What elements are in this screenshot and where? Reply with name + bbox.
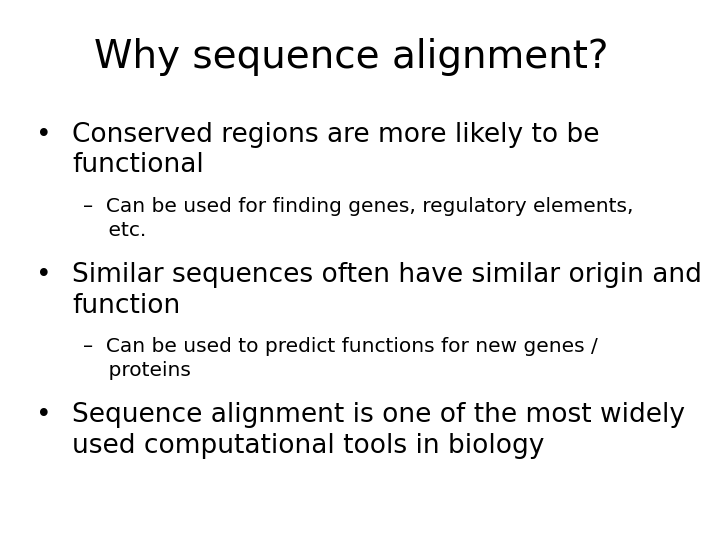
Text: Sequence alignment is one of the most widely
used computational tools in biology: Sequence alignment is one of the most wi… <box>72 402 685 460</box>
Text: –  Can be used for finding genes, regulatory elements,
    etc.: – Can be used for finding genes, regulat… <box>83 197 634 240</box>
Text: Conserved regions are more likely to be
functional: Conserved regions are more likely to be … <box>72 122 600 179</box>
Text: –  Can be used to predict functions for new genes /
    proteins: – Can be used to predict functions for n… <box>83 338 598 380</box>
Text: •: • <box>36 402 52 428</box>
Text: •: • <box>36 262 52 288</box>
Text: •: • <box>36 122 52 147</box>
Text: Why sequence alignment?: Why sequence alignment? <box>94 38 608 76</box>
Text: Similar sequences often have similar origin and
function: Similar sequences often have similar ori… <box>72 262 702 319</box>
